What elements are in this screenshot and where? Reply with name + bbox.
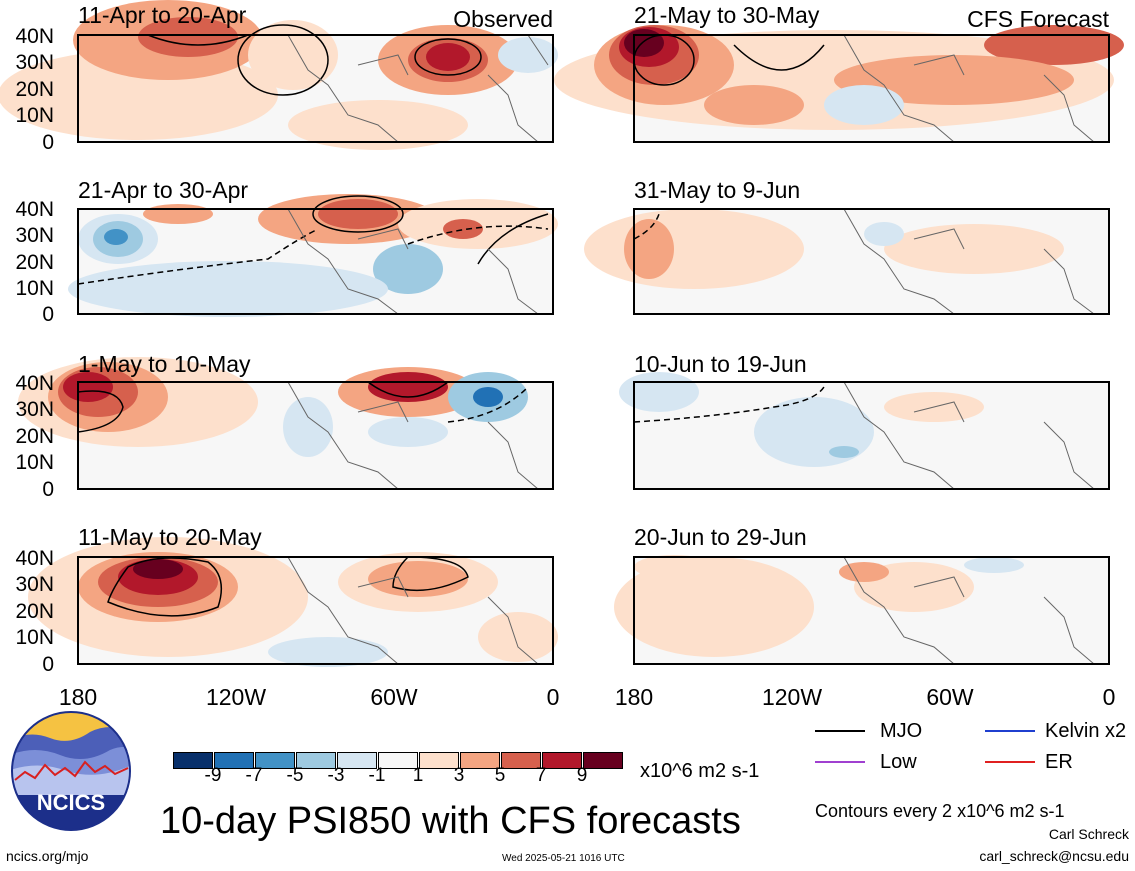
colorbar-tick: 7 (535, 765, 547, 786)
colorbar-segment (583, 752, 623, 769)
map-plot (619, 372, 1110, 490)
lat-label: 30N (15, 51, 54, 74)
colorbar-segment (214, 752, 254, 769)
colorbar-tick: 9 (576, 765, 588, 786)
legend-label-er: ER (1045, 751, 1073, 773)
colorbar-tick: -9 (204, 765, 222, 786)
colorbar-segment (378, 752, 418, 769)
panel-label-observed: Observed (453, 6, 553, 32)
lat-label: 40N (15, 372, 54, 395)
forecast-panel-2: 31-May to 9-Jun (584, 179, 1110, 315)
legend-line-er (985, 761, 1035, 763)
panel-title: 21-Apr to 30-Apr (78, 177, 249, 203)
colorbar-segment (173, 752, 213, 769)
map-plot (68, 194, 558, 317)
colorbar-tick: -3 (327, 765, 345, 786)
lon-label: 120W (761, 684, 823, 710)
lat-label: 10N (15, 104, 54, 127)
lat-label: 10N (15, 451, 54, 474)
lat-label: 0 (42, 303, 54, 326)
logo-text: NCICS (37, 790, 105, 815)
lat-label: 30N (15, 398, 54, 421)
colorbar-segment (337, 752, 377, 769)
lon-label: 60W (370, 684, 418, 710)
map-plot (0, 0, 558, 150)
lon-label: 0 (546, 684, 560, 710)
panel-title: 11-Apr to 20-Apr (78, 2, 247, 28)
observed-panel-1: 11-Apr to 20-Apr Observed (0, 0, 558, 150)
map-plot (28, 537, 558, 667)
author: Carl Schreck (1048, 826, 1129, 842)
lat-label: 0 (42, 653, 54, 676)
lat-label: 40N (15, 547, 54, 570)
legend-label-mjo: MJO (880, 720, 923, 742)
colorbar-tick: 5 (494, 765, 506, 786)
lat-label: 20N (15, 600, 54, 623)
colorbar-segment (296, 752, 336, 769)
colorbar-segment (419, 752, 459, 769)
panel-title: 20-Jun to 29-Jun (634, 524, 807, 550)
lat-label: 0 (42, 131, 54, 154)
lat-label: 30N (15, 573, 54, 596)
lon-label: 180 (58, 684, 98, 710)
panel-title: 10-Jun to 19-Jun (634, 351, 807, 377)
lon-label: 120W (205, 684, 267, 710)
forecast-panel-3: 10-Jun to 19-Jun (619, 353, 1110, 490)
observed-panel-3: 1-May to 10-May (18, 353, 554, 490)
lat-label: 20N (15, 78, 54, 101)
lon-label: 180 (614, 684, 654, 710)
lat-label: 10N (15, 626, 54, 649)
legend-line-kelvin (985, 730, 1035, 732)
colorbar-segment (460, 752, 500, 769)
colorbar-tick: 3 (453, 765, 465, 786)
colorbar-segment (542, 752, 582, 769)
lat-label: 30N (15, 224, 54, 247)
website-link[interactable]: ncics.org/mjo (6, 848, 89, 864)
panel-title: 1-May to 10-May (78, 351, 251, 377)
map-plot (554, 25, 1124, 143)
lat-label: 10N (15, 277, 54, 300)
lat-label: 0 (42, 478, 54, 501)
colorbar-units: x10^6 m2 s-1 (640, 760, 760, 782)
email[interactable]: carl_schreck@ncsu.edu (979, 848, 1129, 864)
map-plot (18, 357, 554, 490)
observed-panel-2: 21-Apr to 30-Apr (68, 179, 558, 317)
lat-label: 20N (15, 251, 54, 274)
map-plot (584, 208, 1110, 315)
colorbar-tick: 1 (412, 765, 424, 786)
lat-label: 40N (15, 198, 54, 221)
lat-label: 20N (15, 425, 54, 448)
map-plot (614, 555, 1110, 665)
panel-label-forecast: CFS Forecast (967, 6, 1109, 32)
panel-title: 11-May to 20-May (78, 524, 262, 550)
contour-note: Contours every 2 x10^6 m2 s-1 (815, 801, 1065, 821)
legend-label-low: Low (880, 751, 917, 773)
timestamp: Wed 2025-05-21 1016 UTC (502, 853, 625, 864)
lon-label: 60W (926, 684, 974, 710)
ncics-logo: NCICS (11, 711, 131, 831)
legend-label-kelvin: Kelvin x2 (1045, 720, 1127, 742)
colorbar-tick: -1 (368, 765, 386, 786)
observed-panel-4: 11-May to 20-May (28, 526, 558, 667)
legend-line-low (815, 761, 865, 763)
lon-label: 0 (1102, 684, 1116, 710)
main-title: 10-day PSI850 with CFS forecasts (160, 800, 741, 842)
colorbar-tick: -5 (286, 765, 304, 786)
colorbar-tick: -7 (245, 765, 263, 786)
lat-label: 40N (15, 25, 54, 48)
legend-line-mjo (815, 730, 865, 732)
forecast-panel-1: 21-May to 30-May CFS Forecast (554, 4, 1124, 143)
panel-title: 31-May to 9-Jun (634, 177, 801, 203)
panel-title: 21-May to 30-May (634, 2, 820, 28)
forecast-panel-4: 20-Jun to 29-Jun (614, 526, 1110, 665)
colorbar-segment (501, 752, 541, 769)
colorbar-segment (255, 752, 295, 769)
